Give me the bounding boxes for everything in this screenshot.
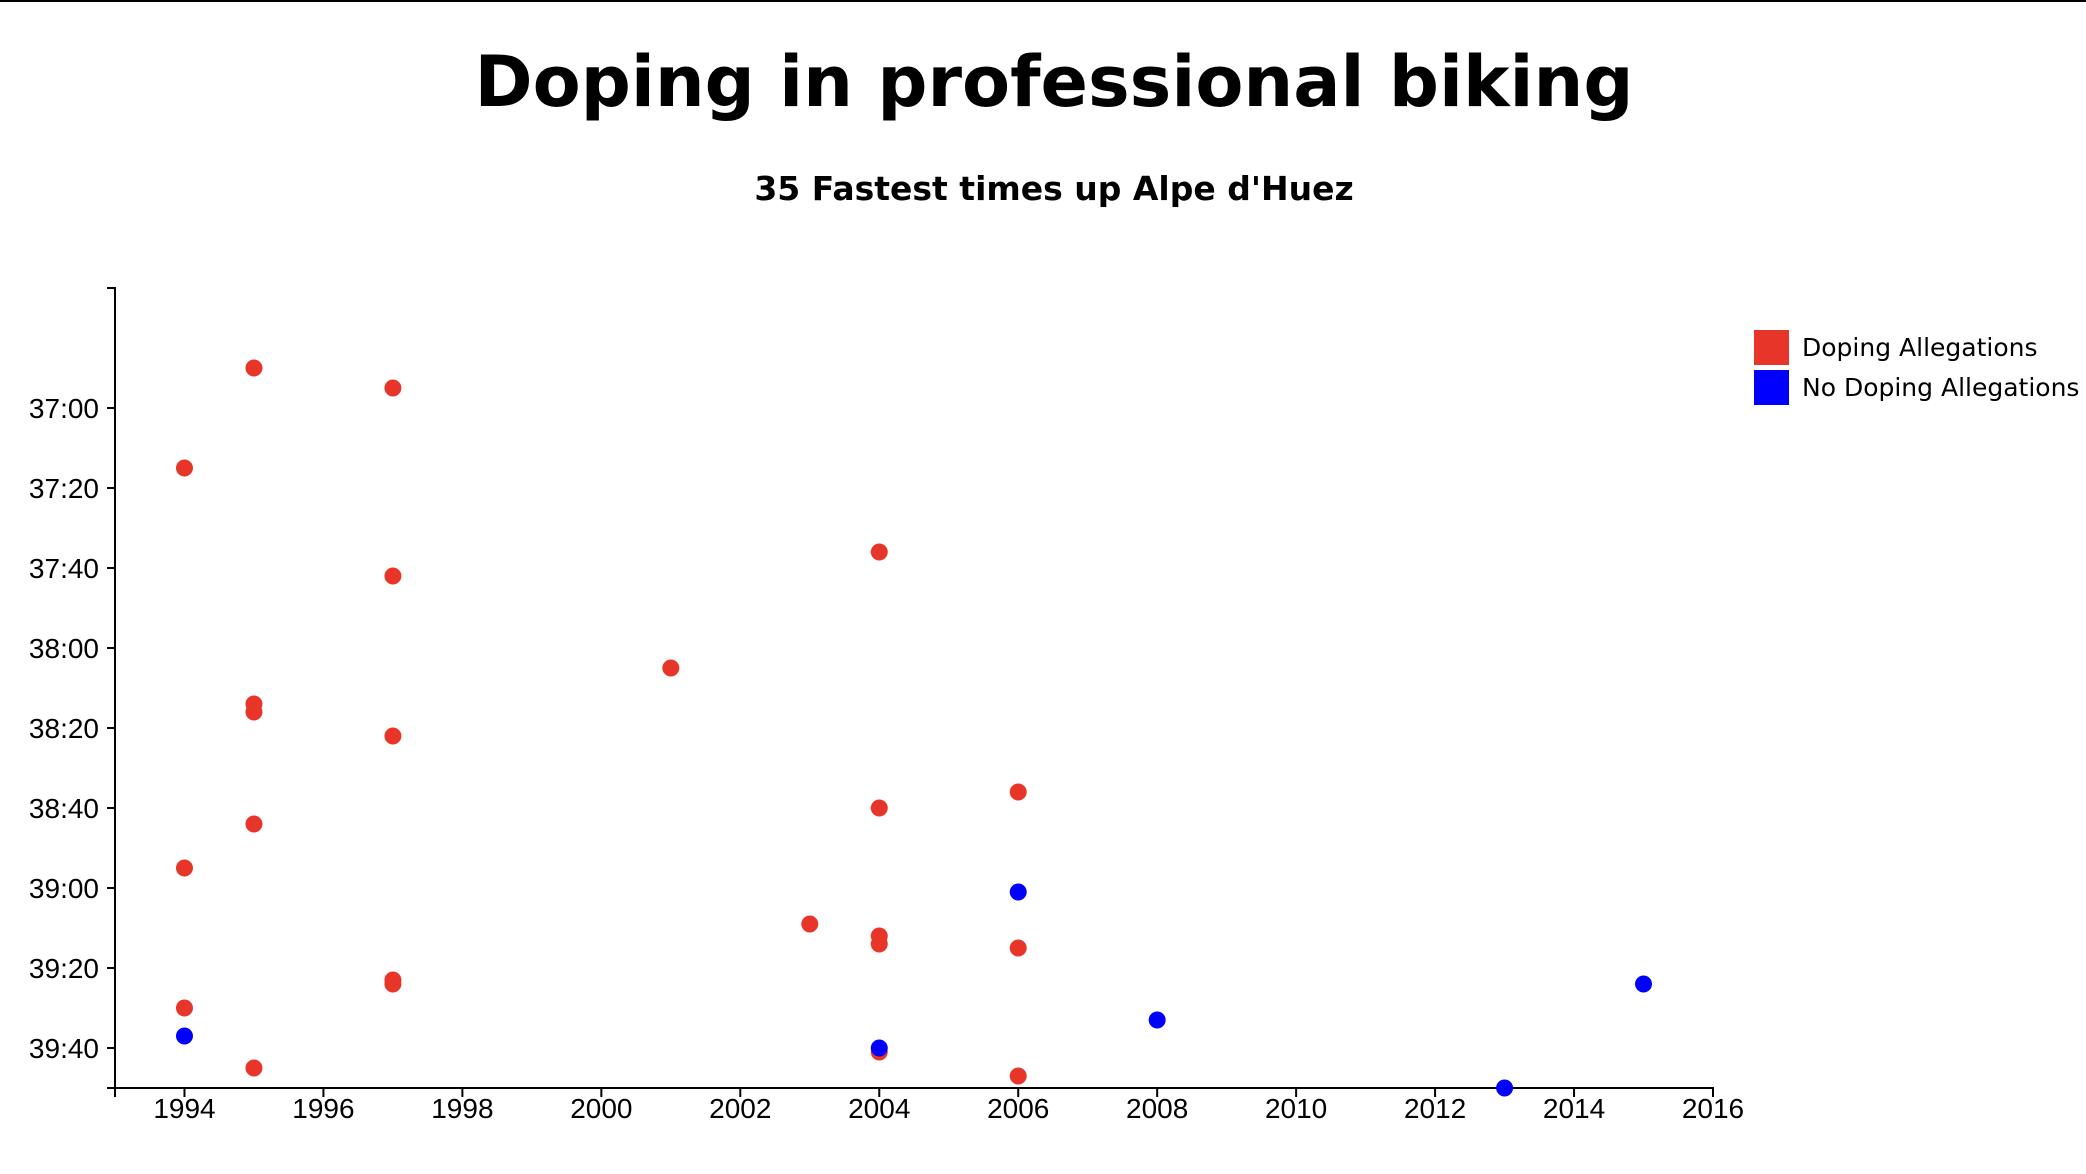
y-tick-label: 39:40 — [29, 1033, 99, 1064]
y-tick-label: 39:20 — [29, 953, 99, 984]
doping-data-point[interactable] — [175, 459, 193, 477]
top-border — [0, 0, 2086, 2]
legend-swatch — [1754, 330, 1789, 365]
x-tick-label: 1994 — [153, 1093, 215, 1124]
y-tick-label: 39:00 — [29, 873, 99, 904]
doping-data-point[interactable] — [175, 859, 193, 877]
doping-data-point[interactable] — [384, 379, 402, 397]
doping-data-point[interactable] — [870, 543, 888, 561]
doping-data-point[interactable] — [384, 727, 402, 745]
data-points — [175, 359, 1653, 1097]
doping-data-point[interactable] — [384, 975, 402, 993]
chart-subtitle: 35 Fastest times up Alpe d'Huez — [754, 169, 1353, 208]
clean-data-point[interactable] — [1496, 1079, 1514, 1097]
doping-data-point[interactable] — [1009, 783, 1027, 801]
y-tick-label: 38:00 — [29, 633, 99, 664]
y-tick-label: 37:40 — [29, 553, 99, 584]
chart-title: Doping in professional biking — [475, 41, 1634, 123]
doping-data-point[interactable] — [384, 567, 402, 585]
doping-data-point[interactable] — [245, 359, 263, 377]
clean-data-point[interactable] — [1635, 975, 1653, 993]
doping-data-point[interactable] — [245, 1059, 263, 1077]
x-axis: 1994 1996 1998 2000 2002 2004 2006 2008 2010 2012… — [114, 1087, 1744, 1124]
doping-data-point[interactable] — [1009, 939, 1027, 957]
y-tick-label: 37:00 — [29, 393, 99, 424]
x-tick-label: 2000 — [570, 1093, 632, 1124]
x-tick-label: 2010 — [1265, 1093, 1327, 1124]
x-tick-label: 2016 — [1682, 1093, 1744, 1124]
x-tick-label: 2002 — [709, 1093, 771, 1124]
y-tick-label: 38:40 — [29, 793, 99, 824]
doping-data-point[interactable] — [245, 815, 263, 833]
x-tick-label: 1998 — [431, 1093, 493, 1124]
legend-label: Doping Allegations — [1802, 333, 2038, 362]
x-tick-label: 2012 — [1404, 1093, 1466, 1124]
clean-data-point[interactable] — [175, 1027, 193, 1045]
y-tick-label: 38:20 — [29, 713, 99, 744]
legend-swatch — [1754, 370, 1789, 405]
doping-data-point[interactable] — [801, 915, 819, 933]
y-axis: 37:00 37:20 37:40 38:00 38:20 38:40 39:00 39:20… — [29, 287, 116, 1089]
x-tick-label: 2004 — [848, 1093, 910, 1124]
doping-data-point[interactable] — [870, 935, 888, 953]
x-tick-label: 2008 — [1126, 1093, 1188, 1124]
doping-data-point[interactable] — [175, 999, 193, 1017]
doping-data-point[interactable] — [870, 799, 888, 817]
x-tick-label: 2014 — [1543, 1093, 1605, 1124]
x-tick-label: 2006 — [987, 1093, 1049, 1124]
clean-data-point[interactable] — [1148, 1011, 1166, 1029]
x-tick-label: 1996 — [292, 1093, 354, 1124]
y-tick-label: 37:20 — [29, 473, 99, 504]
clean-data-point[interactable] — [870, 1039, 888, 1057]
doping-data-point[interactable] — [245, 703, 263, 721]
doping-data-point[interactable] — [1009, 1067, 1027, 1085]
y-axis-line — [107, 287, 116, 1089]
x-axis-line — [114, 1087, 1714, 1097]
doping-data-point[interactable] — [662, 659, 680, 677]
clean-data-point[interactable] — [1009, 883, 1027, 901]
legend: Doping Allegations No Doping Allegations — [1754, 330, 2079, 405]
legend-label: No Doping Allegations — [1802, 373, 2079, 402]
